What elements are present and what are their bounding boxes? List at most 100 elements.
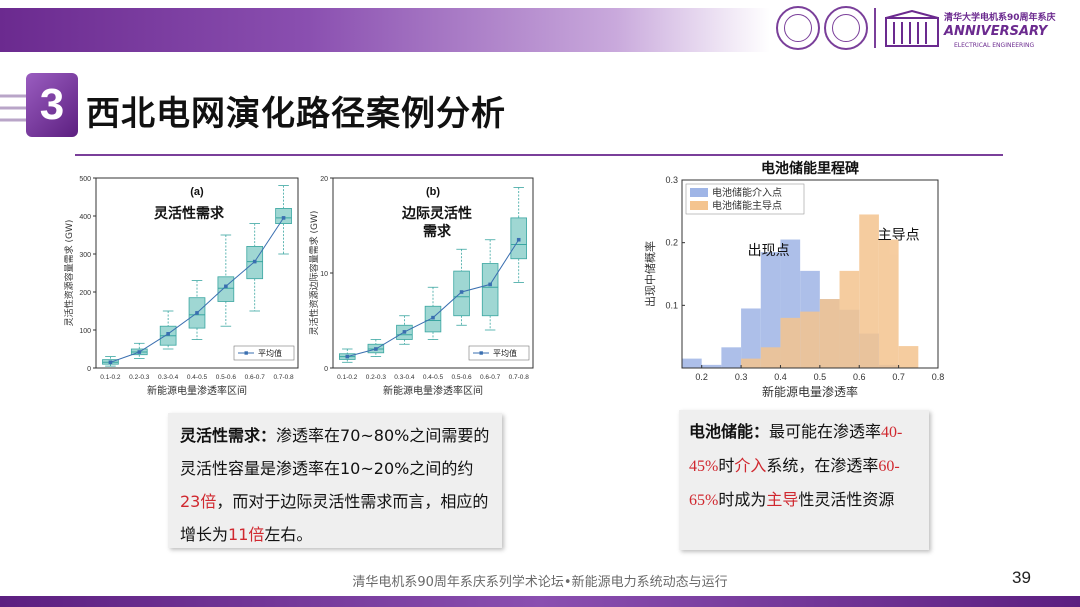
x-tick-label: 0.6 bbox=[853, 372, 866, 382]
mean-marker bbox=[166, 332, 170, 336]
legend-label: 电池储能介入点 bbox=[712, 186, 782, 199]
legend-label: 平均值 bbox=[493, 348, 517, 358]
panel-label: (b) bbox=[426, 186, 440, 198]
battery-lead: 电池储能： bbox=[689, 422, 770, 441]
header-banner bbox=[0, 8, 770, 52]
y-tick-label: 0 bbox=[87, 366, 91, 373]
x-tick-label: 0.6-0.7 bbox=[245, 374, 266, 381]
battery-text-5: 性灵活性资源 bbox=[798, 490, 895, 509]
x-tick-label: 0.5 bbox=[814, 372, 827, 382]
x-tick-label: 0.7-0.8 bbox=[509, 374, 530, 381]
footer-caption: 清华电机系90周年系庆系列学术论坛•新能源电力系统动态与运行 bbox=[352, 575, 728, 590]
logo-group: 清华大学电机系90周年系庆 ANNIVERSARY ELECTRICAL ENG… bbox=[772, 4, 1072, 54]
chart-title: 电池储能里程碑 bbox=[761, 160, 859, 177]
box-5 bbox=[217, 234, 235, 327]
battery-highlight-60-65: 60-65% bbox=[689, 458, 900, 509]
box-7 bbox=[510, 187, 527, 283]
x-tick-label: 0.5-0.6 bbox=[216, 374, 237, 381]
mean-marker bbox=[252, 259, 257, 264]
mean-marker bbox=[459, 290, 464, 294]
flexibility-highlight-23x: 23倍 bbox=[180, 492, 217, 511]
anniversary-wordmark: ANNIVERSARY bbox=[944, 24, 1048, 39]
y-tick-label: 20 bbox=[320, 176, 328, 183]
battery-text-4: 时成为 bbox=[718, 490, 767, 509]
y-tick-label: 200 bbox=[79, 290, 91, 297]
x-tick-label: 0.2 bbox=[695, 372, 708, 382]
flexibility-text-1: 渗透率在70~80%之间需要的灵活性容量是渗透率在10~20%之间的约 bbox=[180, 426, 490, 478]
x-tick-label: 0.1-0.2 bbox=[337, 374, 358, 381]
mean-marker bbox=[224, 284, 228, 289]
box-5 bbox=[453, 248, 470, 326]
x-tick-label: 0.7-0.8 bbox=[273, 374, 294, 381]
box-7 bbox=[275, 185, 292, 255]
battery-text-2: 时 bbox=[718, 456, 735, 475]
y-tick-label: 0.2 bbox=[665, 238, 678, 248]
annotation-2: 主导点 bbox=[878, 228, 920, 244]
hist-bar bbox=[760, 347, 781, 368]
chart-battery-storage-milestone: 电池储能里程碑 0.2 0.3 0.4 0.5 0.6 0.7 0.8 0.1 0.2 0.3 电池储… bbox=[643, 160, 944, 399]
legend-marker bbox=[244, 351, 248, 355]
box-3 bbox=[396, 315, 413, 345]
battery-text-3: 系统，在渗透率 bbox=[766, 456, 879, 475]
hist-bar bbox=[839, 270, 860, 368]
y-axis-label: 灵活性资源容量需求 (GW) bbox=[63, 220, 75, 327]
x-tick-label: 0.3-0.4 bbox=[394, 374, 415, 381]
x-axis-label: 新能源电量渗透率 bbox=[762, 384, 858, 399]
flexibility-text-3: 左右。 bbox=[264, 525, 313, 544]
annotation-1: 出现点 bbox=[748, 243, 790, 259]
flexibility-text-2: ，而对于边际灵活性需求而言，相应的增长为 bbox=[180, 492, 489, 544]
legend-box bbox=[468, 345, 530, 361]
y-tick-label: 10 bbox=[320, 271, 328, 278]
y-tick-label: 400 bbox=[79, 214, 91, 221]
plot-frame bbox=[681, 179, 939, 369]
series-2 bbox=[741, 214, 919, 368]
flexibility-highlight-11x: 11倍 bbox=[228, 525, 265, 544]
plot-frame bbox=[95, 177, 299, 369]
hist-bar bbox=[878, 239, 899, 368]
legend-swatch bbox=[690, 188, 708, 197]
hist-bar bbox=[721, 347, 742, 368]
battery-conclusion-box: 电池储能：最可能在渗透率40-45%时介入系统，在渗透率60-65%时成为主导性… bbox=[679, 410, 929, 550]
box-body bbox=[217, 276, 235, 302]
battery-highlight-dominant: 主导 bbox=[766, 490, 799, 509]
mean-marker bbox=[374, 347, 378, 351]
hist-bar bbox=[741, 358, 761, 368]
legend-swatch bbox=[690, 201, 708, 210]
chart-title: 灵活性需求 bbox=[154, 205, 225, 222]
legend-box bbox=[233, 345, 295, 361]
chart-title: 边际灵活性 bbox=[401, 205, 472, 222]
title-divider bbox=[75, 154, 1003, 156]
mean-marker bbox=[281, 216, 286, 220]
hist-bar bbox=[859, 214, 879, 368]
page-title: 西北电网演化路径案例分析 bbox=[86, 94, 506, 134]
y-tick-label: 0 bbox=[324, 366, 328, 373]
mean-marker bbox=[108, 360, 113, 365]
x-tick-label: 0.4-0.5 bbox=[187, 374, 208, 381]
x-axis-label: 新能源电量渗透率区间 bbox=[383, 384, 483, 397]
x-tick-label: 0.3 bbox=[735, 372, 748, 382]
hist-bar bbox=[682, 358, 702, 368]
x-tick-label: 0.4 bbox=[774, 372, 787, 382]
mean-marker bbox=[431, 315, 435, 320]
y-tick-label: 500 bbox=[79, 176, 91, 183]
x-tick-label: 0.7 bbox=[892, 372, 905, 382]
battery-highlight-intervene: 介入 bbox=[734, 456, 767, 475]
footer-bar bbox=[0, 596, 1080, 607]
hist-bar bbox=[760, 252, 781, 368]
logo-divider bbox=[874, 8, 876, 48]
hist-bar bbox=[741, 308, 761, 368]
department-logo-icon bbox=[824, 6, 868, 50]
mean-marker bbox=[195, 311, 199, 315]
chart-a-flexibility-demand: 0 100 200 300 400 500 0.1-0.2 0.2-0.3 0.3-0.4 0.4… bbox=[63, 176, 299, 397]
legend-marker bbox=[479, 351, 483, 355]
x-tick-label: 0.4-0.5 bbox=[423, 374, 444, 381]
y-tick-label: 300 bbox=[79, 252, 91, 259]
box-6 bbox=[481, 239, 499, 331]
y-axis-label: 灵活性资源边际容量需求 (GW) bbox=[308, 211, 320, 336]
x-tick-label: 0.3-0.4 bbox=[158, 374, 179, 381]
x-tick-label: 0.6-0.7 bbox=[480, 374, 501, 381]
box-6 bbox=[246, 223, 264, 312]
anniversary-subtitle: ELECTRICAL ENGINEERING bbox=[954, 42, 1035, 49]
x-axis-label: 新能源电量渗透率区间 bbox=[147, 384, 247, 397]
flexibility-lead: 灵活性需求： bbox=[180, 426, 277, 445]
